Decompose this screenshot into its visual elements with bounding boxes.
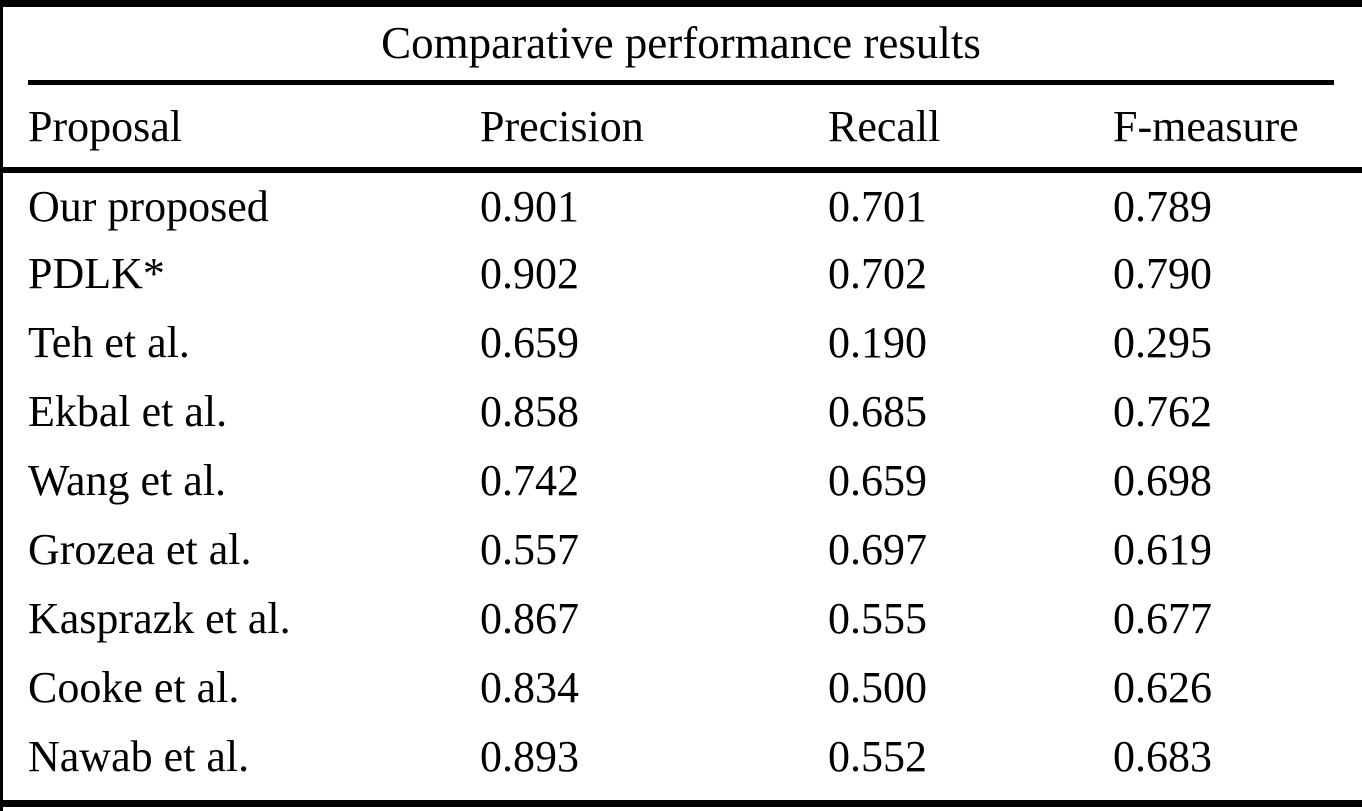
table-row: Wang et al. 0.742 0.659 0.698 <box>0 446 1362 515</box>
precision-cell: 0.659 <box>480 318 579 367</box>
f-measure-cell: 0.626 <box>1113 663 1212 712</box>
recall-cell: 0.701 <box>828 181 927 231</box>
recall-cell: 0.552 <box>828 732 927 781</box>
f-measure-cell: 0.789 <box>1113 181 1212 231</box>
precision-cell: 0.858 <box>480 387 579 436</box>
table-row: Ekbal et al. 0.858 0.685 0.762 <box>0 377 1362 446</box>
recall-cell: 0.500 <box>828 663 927 712</box>
precision-cell: 0.834 <box>480 663 579 712</box>
recall-cell: 0.659 <box>828 456 927 505</box>
f-measure-cell: 0.698 <box>1113 456 1212 505</box>
table-row: Cooke et al. 0.834 0.500 0.626 <box>0 653 1362 722</box>
top-border-line <box>0 0 1362 7</box>
recall-cell: 0.190 <box>828 318 927 367</box>
table-row: PDLK* 0.902 0.702 0.790 <box>0 239 1362 308</box>
f-measure-cell: 0.790 <box>1113 249 1212 298</box>
recall-cell: 0.697 <box>828 525 927 574</box>
proposal-cell: Nawab et al. <box>28 732 250 781</box>
column-header-recall: Recall <box>800 85 1085 173</box>
column-header-precision: Precision <box>452 85 800 173</box>
recall-cell: 0.685 <box>828 387 927 436</box>
proposal-cell: Cooke et al. <box>28 663 240 712</box>
proposal-cell: Grozea et al. <box>28 525 252 574</box>
f-measure-cell: 0.677 <box>1113 594 1212 643</box>
table-row: Grozea et al. 0.557 0.697 0.619 <box>0 515 1362 584</box>
results-table: Proposal Precision Recall F-measure Our … <box>0 85 1362 791</box>
left-border-line <box>0 0 3 811</box>
proposal-cell: Kasprazk et al. <box>28 594 291 643</box>
f-measure-cell: 0.295 <box>1113 318 1212 367</box>
proposal-cell: PDLK* <box>28 249 165 298</box>
precision-cell: 0.867 <box>480 594 579 643</box>
column-header-proposal: Proposal <box>0 85 452 173</box>
recall-cell: 0.555 <box>828 594 927 643</box>
proposal-cell: Wang et al. <box>28 456 227 505</box>
proposal-cell: Ekbal et al. <box>28 387 228 436</box>
proposal-cell: Our proposed <box>28 181 269 231</box>
precision-cell: 0.901 <box>480 181 579 231</box>
f-measure-cell: 0.619 <box>1113 525 1212 574</box>
precision-cell: 0.557 <box>480 525 579 574</box>
table-row: Our proposed 0.901 0.701 0.789 <box>0 170 1362 239</box>
header-row: Proposal Precision Recall F-measure <box>0 85 1362 173</box>
precision-cell: 0.893 <box>480 732 579 781</box>
title-rule <box>28 80 1334 85</box>
table-row: Kasprazk et al. 0.867 0.555 0.677 <box>0 584 1362 653</box>
f-measure-cell: 0.683 <box>1113 732 1212 781</box>
table-row: Nawab et al. 0.893 0.552 0.683 <box>0 722 1362 791</box>
f-measure-cell: 0.762 <box>1113 387 1212 436</box>
column-header-f-measure: F-measure <box>1085 85 1362 173</box>
table-row: Teh et al. 0.659 0.190 0.295 <box>0 308 1362 377</box>
bottom-border-line <box>0 800 1362 807</box>
table-title: Comparative performance results <box>381 18 981 68</box>
proposal-cell: Teh et al. <box>28 318 190 367</box>
recall-cell: 0.702 <box>828 249 927 298</box>
precision-cell: 0.902 <box>480 249 579 298</box>
precision-cell: 0.742 <box>480 456 579 505</box>
